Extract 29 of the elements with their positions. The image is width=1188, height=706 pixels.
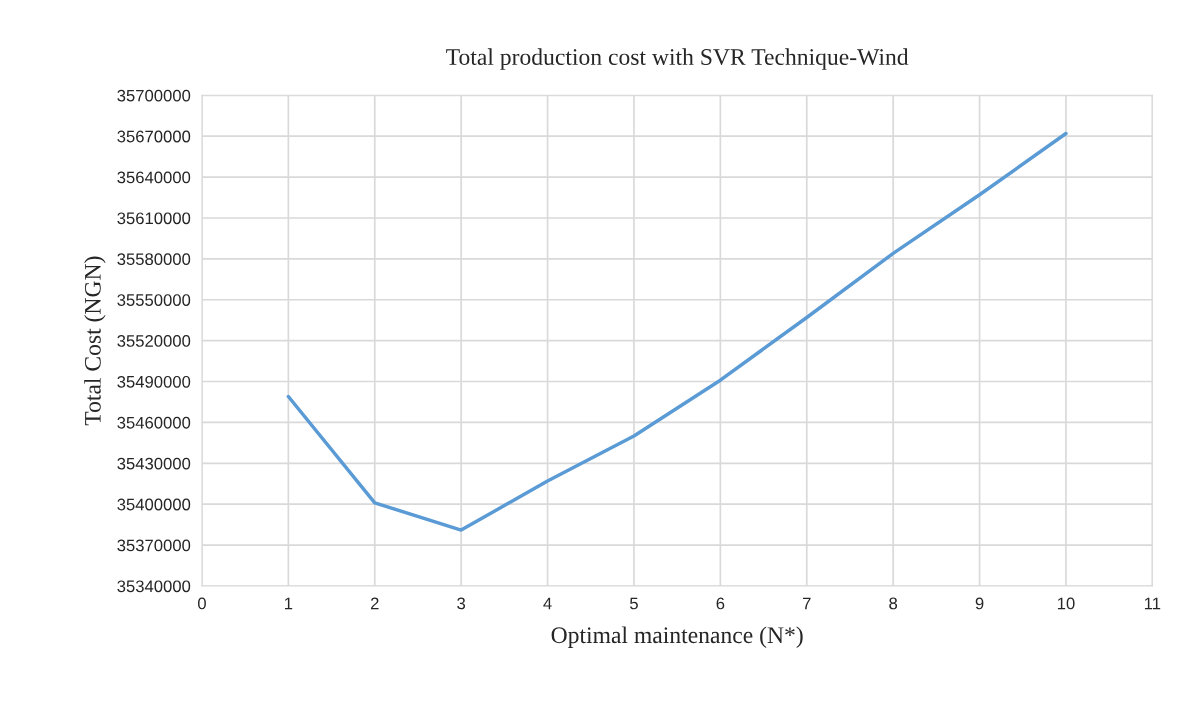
y-tick-label: 35370000 (117, 539, 191, 552)
y-tick-label: 35460000 (117, 416, 191, 429)
x-tick-label: 7 (802, 597, 811, 610)
line-series (286, 131, 1068, 532)
x-tick-label: 2 (370, 597, 379, 610)
y-tick-label: 35580000 (117, 253, 191, 266)
chart-title: Total production cost with SVR Technique-Wind (446, 48, 909, 70)
y-tick-label: 35430000 (117, 457, 191, 470)
x-tick-label: 1 (285, 597, 293, 610)
x-tick-label: 11 (1144, 597, 1161, 610)
y-tick-label: 35640000 (117, 171, 191, 184)
y-tick-label: 35520000 (117, 335, 191, 347)
y-axis-title: Total Cost (NGN) (84, 256, 106, 426)
y-tick-label: 35550000 (117, 294, 191, 306)
x-axis-title: Optimal maintenance (N*) (551, 626, 803, 648)
x-tick-label: 6 (716, 597, 725, 610)
y-tick-label: 35670000 (117, 130, 191, 143)
y-tick-label: 35610000 (117, 212, 191, 225)
y-tick-label: 35400000 (117, 498, 191, 511)
y-tick-label: 35700000 (117, 89, 191, 102)
x-tick-label: 5 (629, 597, 638, 610)
x-tick-label: 10 (1057, 597, 1075, 610)
x-tick-label: 3 (457, 597, 466, 610)
y-tick-label: 35490000 (117, 375, 191, 388)
y-tick-label: 35340000 (117, 580, 191, 593)
x-tick-label: 8 (889, 597, 898, 610)
x-tick-label: 4 (543, 597, 552, 610)
x-tick-label: 0 (197, 597, 206, 610)
x-tick-label: 9 (975, 597, 984, 610)
